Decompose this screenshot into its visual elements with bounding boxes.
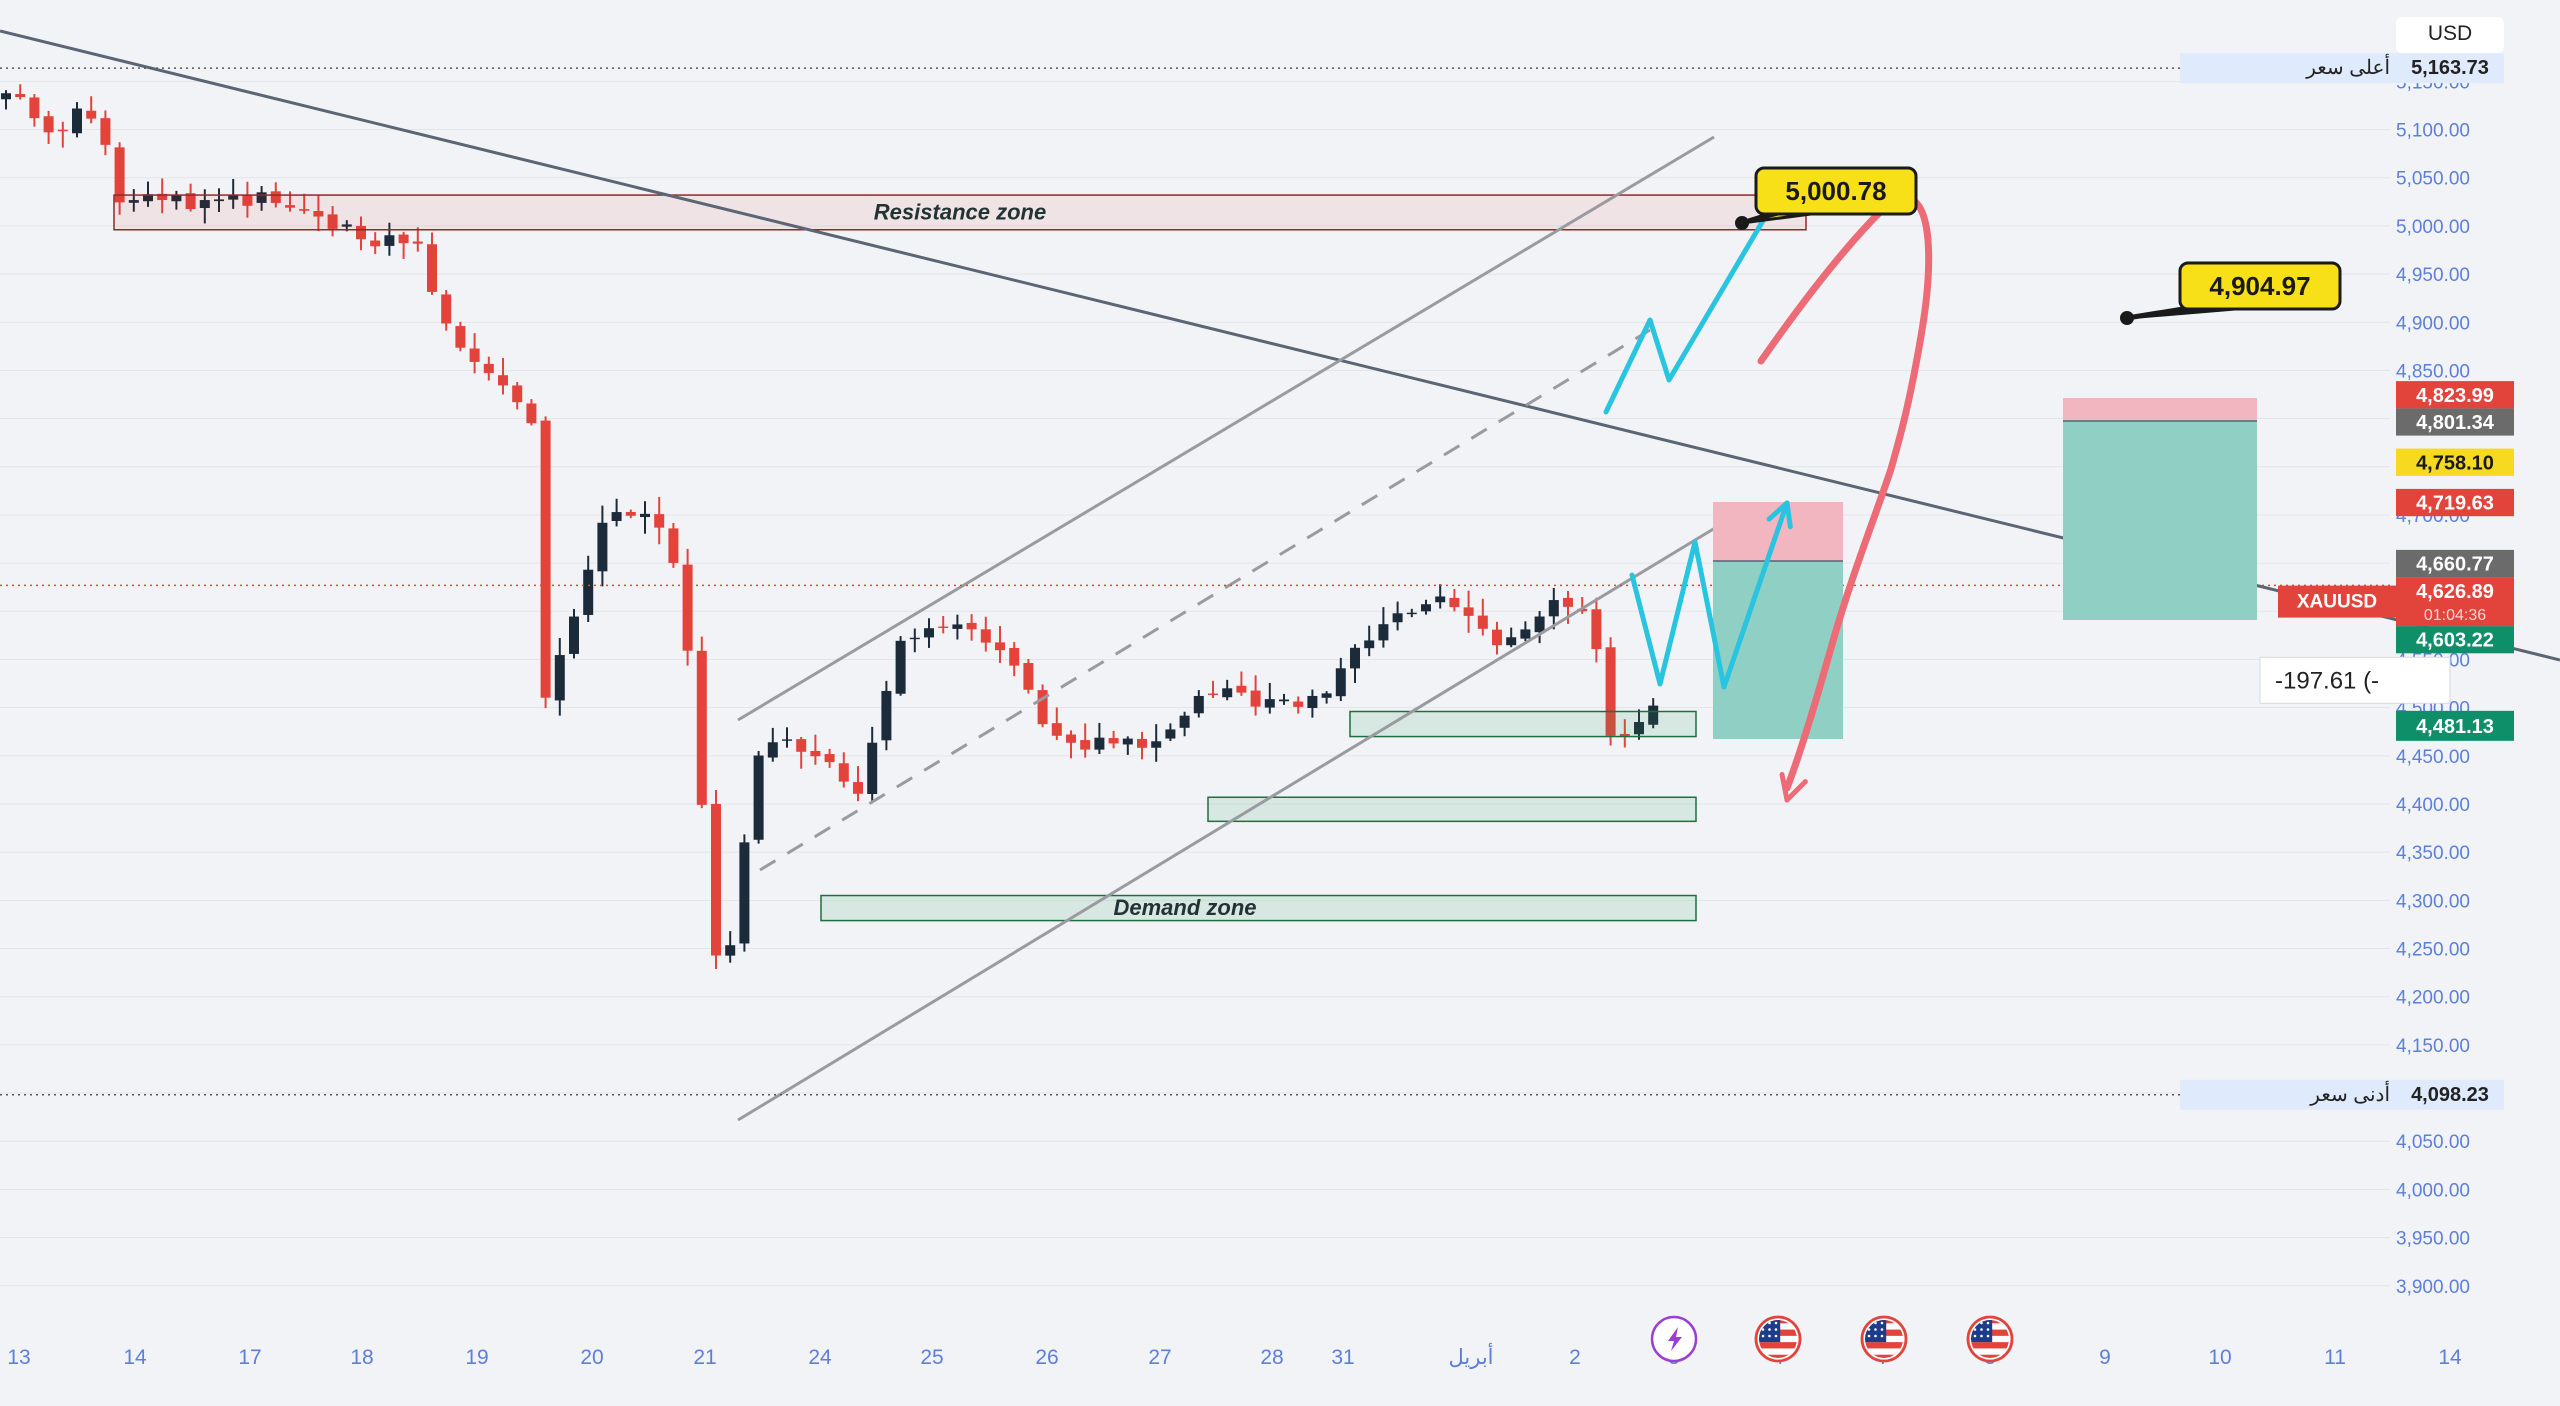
svg-text:Resistance zone: Resistance zone (874, 199, 1046, 224)
svg-text:24: 24 (808, 1346, 832, 1369)
svg-text:2: 2 (1569, 1346, 1581, 1369)
svg-text:19: 19 (465, 1346, 488, 1369)
svg-text:27: 27 (1148, 1346, 1171, 1369)
svg-text:4,450.00: 4,450.00 (2396, 747, 2470, 768)
svg-text:4,801.34: 4,801.34 (2416, 412, 2495, 434)
svg-text:20: 20 (580, 1346, 603, 1369)
svg-text:4,350.00: 4,350.00 (2396, 843, 2470, 864)
svg-text:4,603.22: 4,603.22 (2416, 630, 2494, 652)
svg-text:4,758.10: 4,758.10 (2416, 452, 2494, 474)
svg-text:4,200.00: 4,200.00 (2396, 988, 2470, 1009)
svg-text:31: 31 (1331, 1346, 1354, 1369)
svg-text:14: 14 (123, 1346, 147, 1369)
svg-text:4,300.00: 4,300.00 (2396, 891, 2470, 912)
svg-text:13: 13 (7, 1346, 30, 1369)
svg-text:4,626.89: 4,626.89 (2416, 581, 2494, 603)
svg-text:3,950.00: 3,950.00 (2396, 1229, 2470, 1250)
svg-text:-197.61 (-: -197.61 (- (2275, 667, 2379, 694)
svg-text:26: 26 (1035, 1346, 1058, 1369)
svg-text:4,250.00: 4,250.00 (2396, 940, 2470, 961)
svg-text:4,850.00: 4,850.00 (2396, 361, 2470, 382)
svg-text:4,481.13: 4,481.13 (2416, 716, 2494, 738)
svg-text:XAUUSD: XAUUSD (2297, 592, 2377, 613)
svg-text:25: 25 (920, 1346, 943, 1369)
svg-text:9: 9 (2099, 1346, 2111, 1369)
svg-text:4,900.00: 4,900.00 (2396, 313, 2470, 334)
svg-text:11: 11 (2324, 1346, 2346, 1369)
svg-text:5,050.00: 5,050.00 (2396, 169, 2470, 190)
svg-text:14: 14 (2438, 1346, 2462, 1369)
svg-text:4,823.99: 4,823.99 (2416, 385, 2494, 407)
svg-text:أدنى سعر: أدنى سعر (2309, 1080, 2390, 1106)
svg-text:4,660.77: 4,660.77 (2416, 554, 2494, 576)
svg-text:5,163.73: 5,163.73 (2411, 57, 2489, 79)
svg-text:21: 21 (693, 1346, 716, 1369)
svg-text:28: 28 (1260, 1346, 1283, 1369)
svg-text:4,904.97: 4,904.97 (2209, 271, 2310, 301)
svg-text:4,050.00: 4,050.00 (2396, 1132, 2470, 1153)
svg-text:5,100.00: 5,100.00 (2396, 121, 2470, 142)
svg-text:18: 18 (350, 1346, 373, 1369)
svg-text:4,400.00: 4,400.00 (2396, 795, 2470, 816)
svg-text:10: 10 (2208, 1346, 2231, 1369)
svg-text:أبريل: أبريل (1448, 1342, 1493, 1370)
svg-text:Demand zone: Demand zone (1113, 895, 1256, 920)
svg-text:4,150.00: 4,150.00 (2396, 1036, 2470, 1057)
svg-text:USD: USD (2428, 22, 2472, 45)
svg-text:أعلى سعر: أعلى سعر (2305, 53, 2390, 79)
svg-text:5,000.78: 5,000.78 (1785, 176, 1886, 206)
svg-text:17: 17 (238, 1346, 261, 1369)
svg-text:4,950.00: 4,950.00 (2396, 265, 2470, 286)
svg-text:4,719.63: 4,719.63 (2416, 493, 2494, 515)
svg-text:4,098.23: 4,098.23 (2411, 1084, 2489, 1106)
svg-text:01:04:36: 01:04:36 (2424, 607, 2486, 624)
svg-text:3,900.00: 3,900.00 (2396, 1277, 2470, 1298)
svg-text:4,000.00: 4,000.00 (2396, 1180, 2470, 1201)
svg-text:5,000.00: 5,000.00 (2396, 217, 2470, 238)
